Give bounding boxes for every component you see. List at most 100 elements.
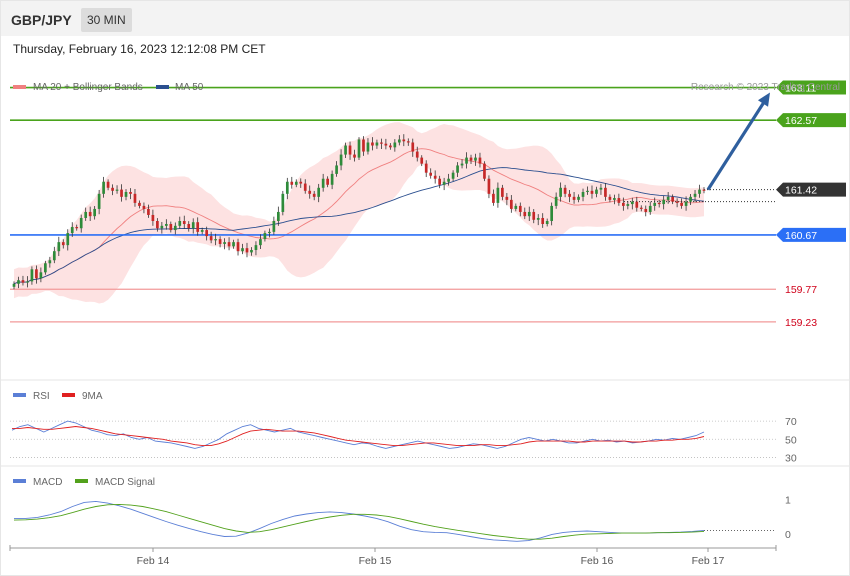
macd-legend-label: MACD <box>33 477 62 488</box>
candle-body <box>698 189 701 194</box>
candle-body <box>106 181 110 188</box>
candle-body <box>630 201 634 205</box>
candle-body <box>465 157 468 164</box>
candle-body <box>357 139 361 158</box>
candle-body <box>339 154 343 166</box>
forecast-arrow-head <box>757 92 770 107</box>
candles <box>12 134 706 290</box>
candle-body <box>662 199 666 205</box>
candle-body <box>406 141 410 143</box>
candle-body <box>505 196 509 200</box>
macd-signal-legend-label: MACD Signal <box>95 477 155 488</box>
candle-body <box>523 211 527 217</box>
x-axis-tick-label: Feb 14 <box>137 555 170 567</box>
candle-body <box>586 190 589 193</box>
macd-tick-label: 1 <box>785 495 791 507</box>
candle-body <box>317 187 321 197</box>
candle-body <box>474 157 477 161</box>
candle-body <box>182 221 186 225</box>
symbol-title: GBP/JPY <box>11 12 72 28</box>
candle-body <box>693 193 697 197</box>
candle-body <box>245 248 249 253</box>
x-axis-tick-label: Feb 16 <box>581 555 614 567</box>
candle-body <box>196 222 200 232</box>
candle-body <box>281 193 285 212</box>
x-axis-tick-label: Feb 17 <box>692 555 725 567</box>
candle-body <box>335 165 338 174</box>
candle-body <box>115 189 119 191</box>
candle-body <box>254 245 258 250</box>
candle-body <box>151 214 155 221</box>
candle-body <box>653 202 657 206</box>
candle-body <box>657 202 661 205</box>
candle-body <box>590 190 594 194</box>
candle-body <box>214 239 217 241</box>
candle-body <box>635 201 639 208</box>
candle-body <box>272 221 276 232</box>
candle-body <box>97 193 101 209</box>
candle-body <box>626 204 630 206</box>
timeframe-button[interactable]: 30 MIN <box>81 8 132 32</box>
forecast-arrow <box>706 92 770 191</box>
candle-body <box>536 217 540 220</box>
macd-signal-legend-swatch <box>75 479 88 483</box>
candle-body <box>35 269 38 279</box>
candle-body <box>250 249 253 253</box>
candle-body <box>411 142 415 152</box>
candle-body <box>21 280 25 283</box>
candle-body <box>285 181 289 194</box>
candle-body <box>496 187 500 203</box>
candle-body <box>191 222 195 229</box>
candle-body <box>420 157 424 164</box>
candle-body <box>156 221 159 229</box>
moving-averages <box>13 148 705 285</box>
candle-body <box>48 260 52 264</box>
candle-body <box>147 208 150 215</box>
candle-body <box>129 192 132 194</box>
candle-body <box>648 205 652 212</box>
candle-body <box>595 189 598 194</box>
candle-body <box>30 269 34 282</box>
candle-body <box>200 230 204 232</box>
candle-body <box>79 217 83 229</box>
candle-body <box>429 172 433 176</box>
candle-body <box>554 196 558 206</box>
candle-body <box>393 142 397 148</box>
candle-body <box>559 187 562 197</box>
candle-body <box>487 178 491 194</box>
candle-body <box>469 157 473 161</box>
resistance-level-tag <box>776 80 846 95</box>
candle-body <box>442 181 446 185</box>
candle-body <box>456 165 459 173</box>
candle-body <box>232 242 235 247</box>
candle-body <box>299 181 303 184</box>
candle-body <box>330 173 334 185</box>
candle-body <box>124 192 128 197</box>
candle-body <box>389 145 392 148</box>
candle-body <box>66 233 70 246</box>
bollinger-band-area <box>14 122 704 304</box>
candle-body <box>61 242 65 246</box>
forecast-arrow-shaft <box>706 99 767 191</box>
candle-body <box>608 196 612 200</box>
candle-body <box>39 272 43 279</box>
candle-body <box>218 239 222 244</box>
candle-body <box>689 196 692 202</box>
candle-body <box>26 281 29 283</box>
candle-body <box>680 202 683 206</box>
resistance-level-label: 163.11 <box>785 83 816 95</box>
pivot-level-label: 160.67 <box>785 230 817 242</box>
candle-body <box>102 181 105 194</box>
candle-body <box>160 225 164 229</box>
candle-body <box>241 248 244 252</box>
candle-body <box>447 178 450 182</box>
candle-body <box>17 280 20 284</box>
candle-body <box>312 193 316 197</box>
x-axis: Feb 14 Feb 15 Feb 16 Feb 17 <box>9 545 777 567</box>
ma20-legend-label: MA 20 + Bollinger Bands <box>33 82 143 93</box>
candle-body <box>205 230 209 237</box>
ma20-legend-swatch <box>13 85 26 89</box>
candle-body <box>492 193 495 203</box>
candle-body <box>451 172 455 179</box>
